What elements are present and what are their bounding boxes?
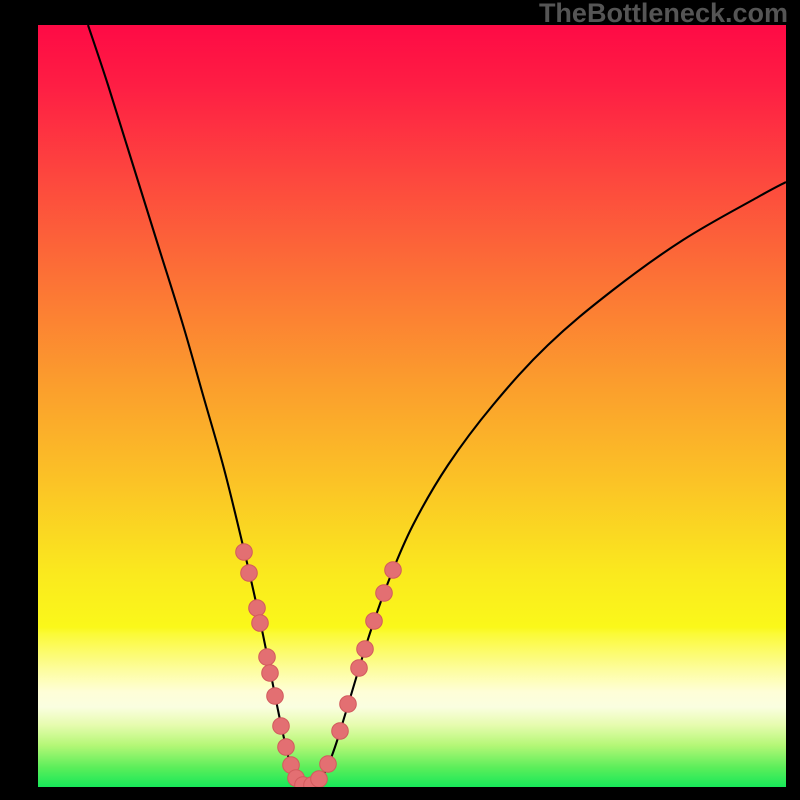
- data-marker: [340, 696, 357, 713]
- data-marker: [366, 613, 383, 630]
- data-marker: [357, 641, 374, 658]
- data-marker: [241, 565, 258, 582]
- data-marker: [311, 771, 328, 787]
- data-marker: [249, 600, 266, 617]
- v-curve: [88, 25, 786, 786]
- chart-container: TheBottleneck.com: [0, 0, 800, 800]
- data-marker: [273, 718, 290, 735]
- data-marker: [385, 562, 402, 579]
- curve-layer: [38, 25, 786, 787]
- data-marker: [259, 649, 276, 666]
- data-marker: [252, 615, 269, 632]
- data-marker: [236, 544, 253, 561]
- plot-area: [38, 25, 786, 787]
- data-marker: [332, 723, 349, 740]
- data-marker: [278, 739, 295, 756]
- data-marker: [267, 688, 284, 705]
- watermark-text: TheBottleneck.com: [539, 0, 788, 29]
- data-marker: [376, 585, 393, 602]
- data-marker: [262, 665, 279, 682]
- data-marker: [320, 756, 337, 773]
- data-marker: [351, 660, 368, 677]
